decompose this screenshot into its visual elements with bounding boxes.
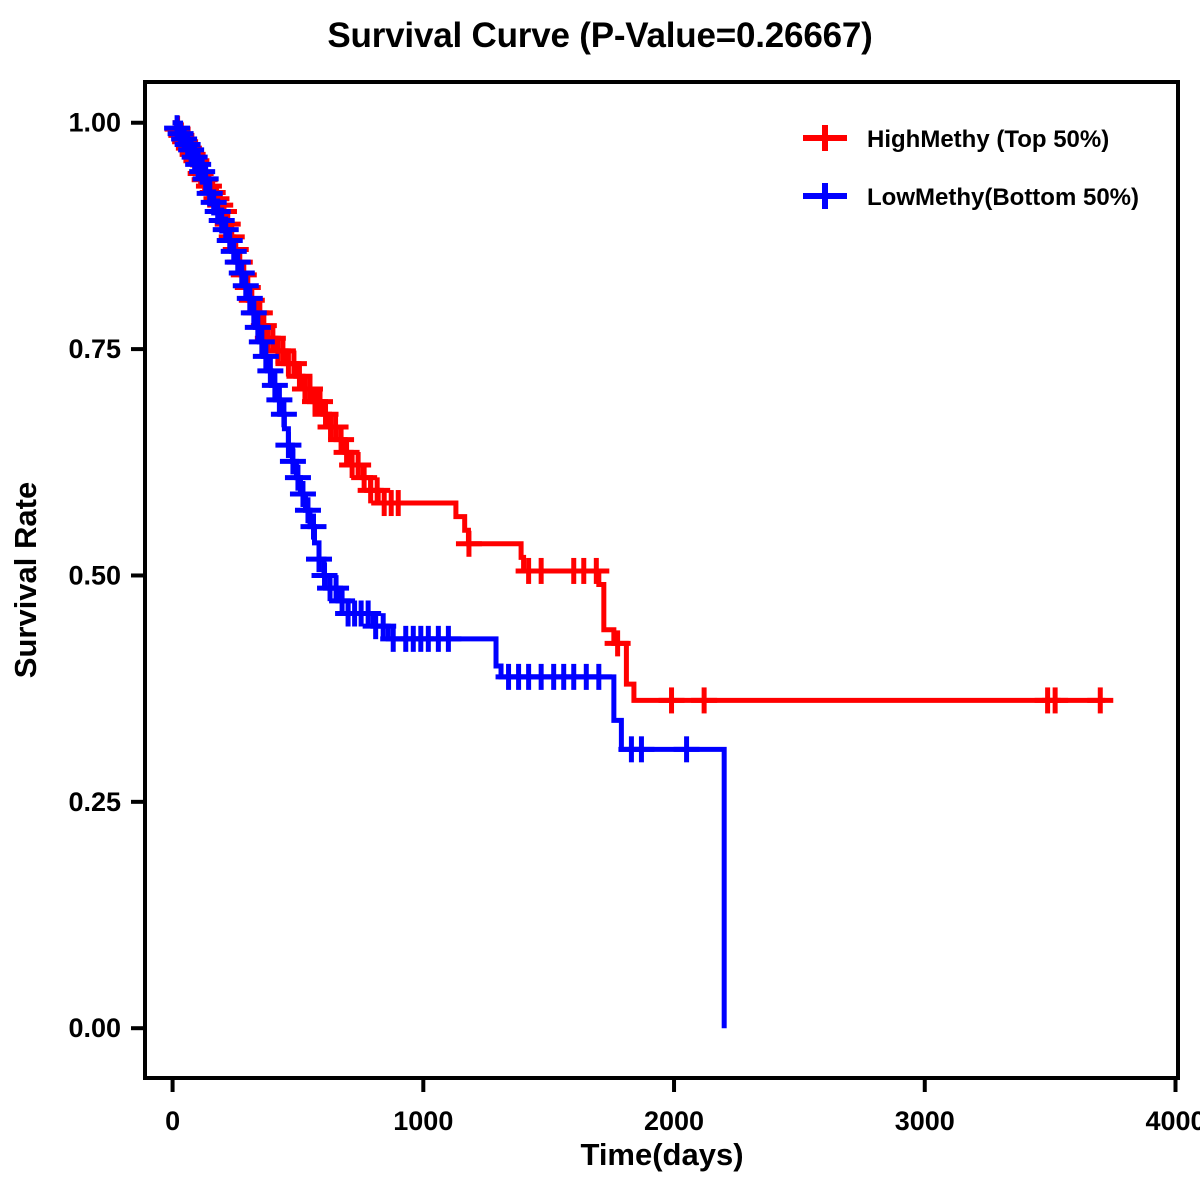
series-group	[164, 115, 1114, 1029]
x-tick-label: 4000	[1145, 1106, 1200, 1136]
y-tick-label: 0.75	[68, 334, 121, 364]
legend-label: HighMethy (Top 50%)	[867, 126, 1109, 153]
y-axis-label: Survival Rate	[8, 482, 43, 678]
y-tick-label: 0.50	[68, 560, 121, 590]
legend-label: LowMethy(Bottom 50%)	[867, 184, 1139, 211]
x-axis-tick-labels: 0 1000 2000 3000 4000	[165, 1106, 1200, 1136]
legend-item[interactable]: HighMethy (Top 50%)	[803, 125, 1109, 153]
x-tick-label: 3000	[895, 1106, 955, 1136]
x-tick-label: 1000	[393, 1106, 453, 1136]
x-axis-label: Time(days)	[580, 1137, 743, 1172]
y-tick-label: 0.00	[68, 1013, 121, 1043]
y-tick-label: 1.00	[68, 108, 121, 138]
x-tick-label: 0	[165, 1106, 180, 1136]
y-tick-label: 0.25	[68, 787, 121, 817]
y-axis-ticks	[131, 120, 145, 1031]
plot-frame	[143, 80, 1180, 1080]
km-curve-low-methy	[164, 115, 727, 1029]
chart-legend: HighMethy (Top 50%) LowMethy(Bottom 50%)	[803, 125, 1139, 211]
y-axis-tick-labels: 0.00 0.25 0.50 0.75 1.00	[68, 108, 121, 1043]
km-step-line	[172, 120, 727, 1029]
x-tick-label: 2000	[644, 1106, 704, 1136]
page-title: Survival Curve (P-Value=0.26667)	[327, 16, 873, 55]
x-axis-ticks	[170, 1078, 1178, 1092]
legend-item[interactable]: LowMethy(Bottom 50%)	[803, 183, 1139, 211]
